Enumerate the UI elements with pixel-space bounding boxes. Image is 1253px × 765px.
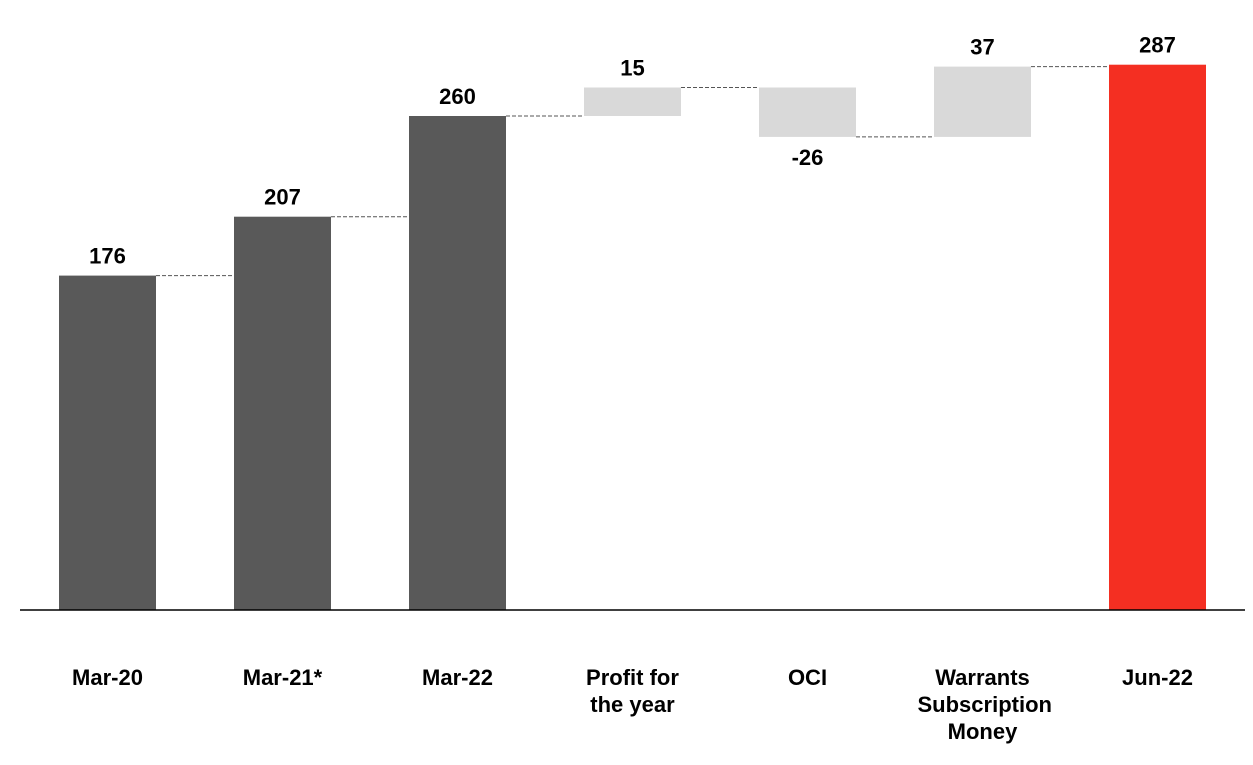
bar bbox=[584, 87, 681, 116]
bar bbox=[759, 87, 856, 137]
bar bbox=[1109, 64, 1206, 610]
category-label: Jun-22 bbox=[1122, 665, 1193, 690]
value-label: 15 bbox=[620, 56, 644, 81]
bar bbox=[59, 275, 156, 610]
value-label: 207 bbox=[264, 185, 301, 210]
category-label: Profit for the year bbox=[586, 665, 679, 717]
bar bbox=[234, 216, 331, 610]
category-label: Warrants Subscription Money bbox=[917, 665, 1052, 744]
bar bbox=[934, 66, 1031, 137]
bar bbox=[409, 116, 506, 610]
category-label: OCI bbox=[787, 665, 828, 690]
value-label: 260 bbox=[439, 84, 476, 109]
value-label: 37 bbox=[970, 35, 994, 60]
category-label: Mar-21* bbox=[242, 665, 323, 690]
value-label: 176 bbox=[89, 244, 126, 269]
category-label: Mar-20 bbox=[72, 665, 143, 690]
value-label: 287 bbox=[1139, 33, 1176, 58]
category-label: Mar-22 bbox=[422, 665, 493, 690]
value-label: -26 bbox=[792, 145, 824, 170]
